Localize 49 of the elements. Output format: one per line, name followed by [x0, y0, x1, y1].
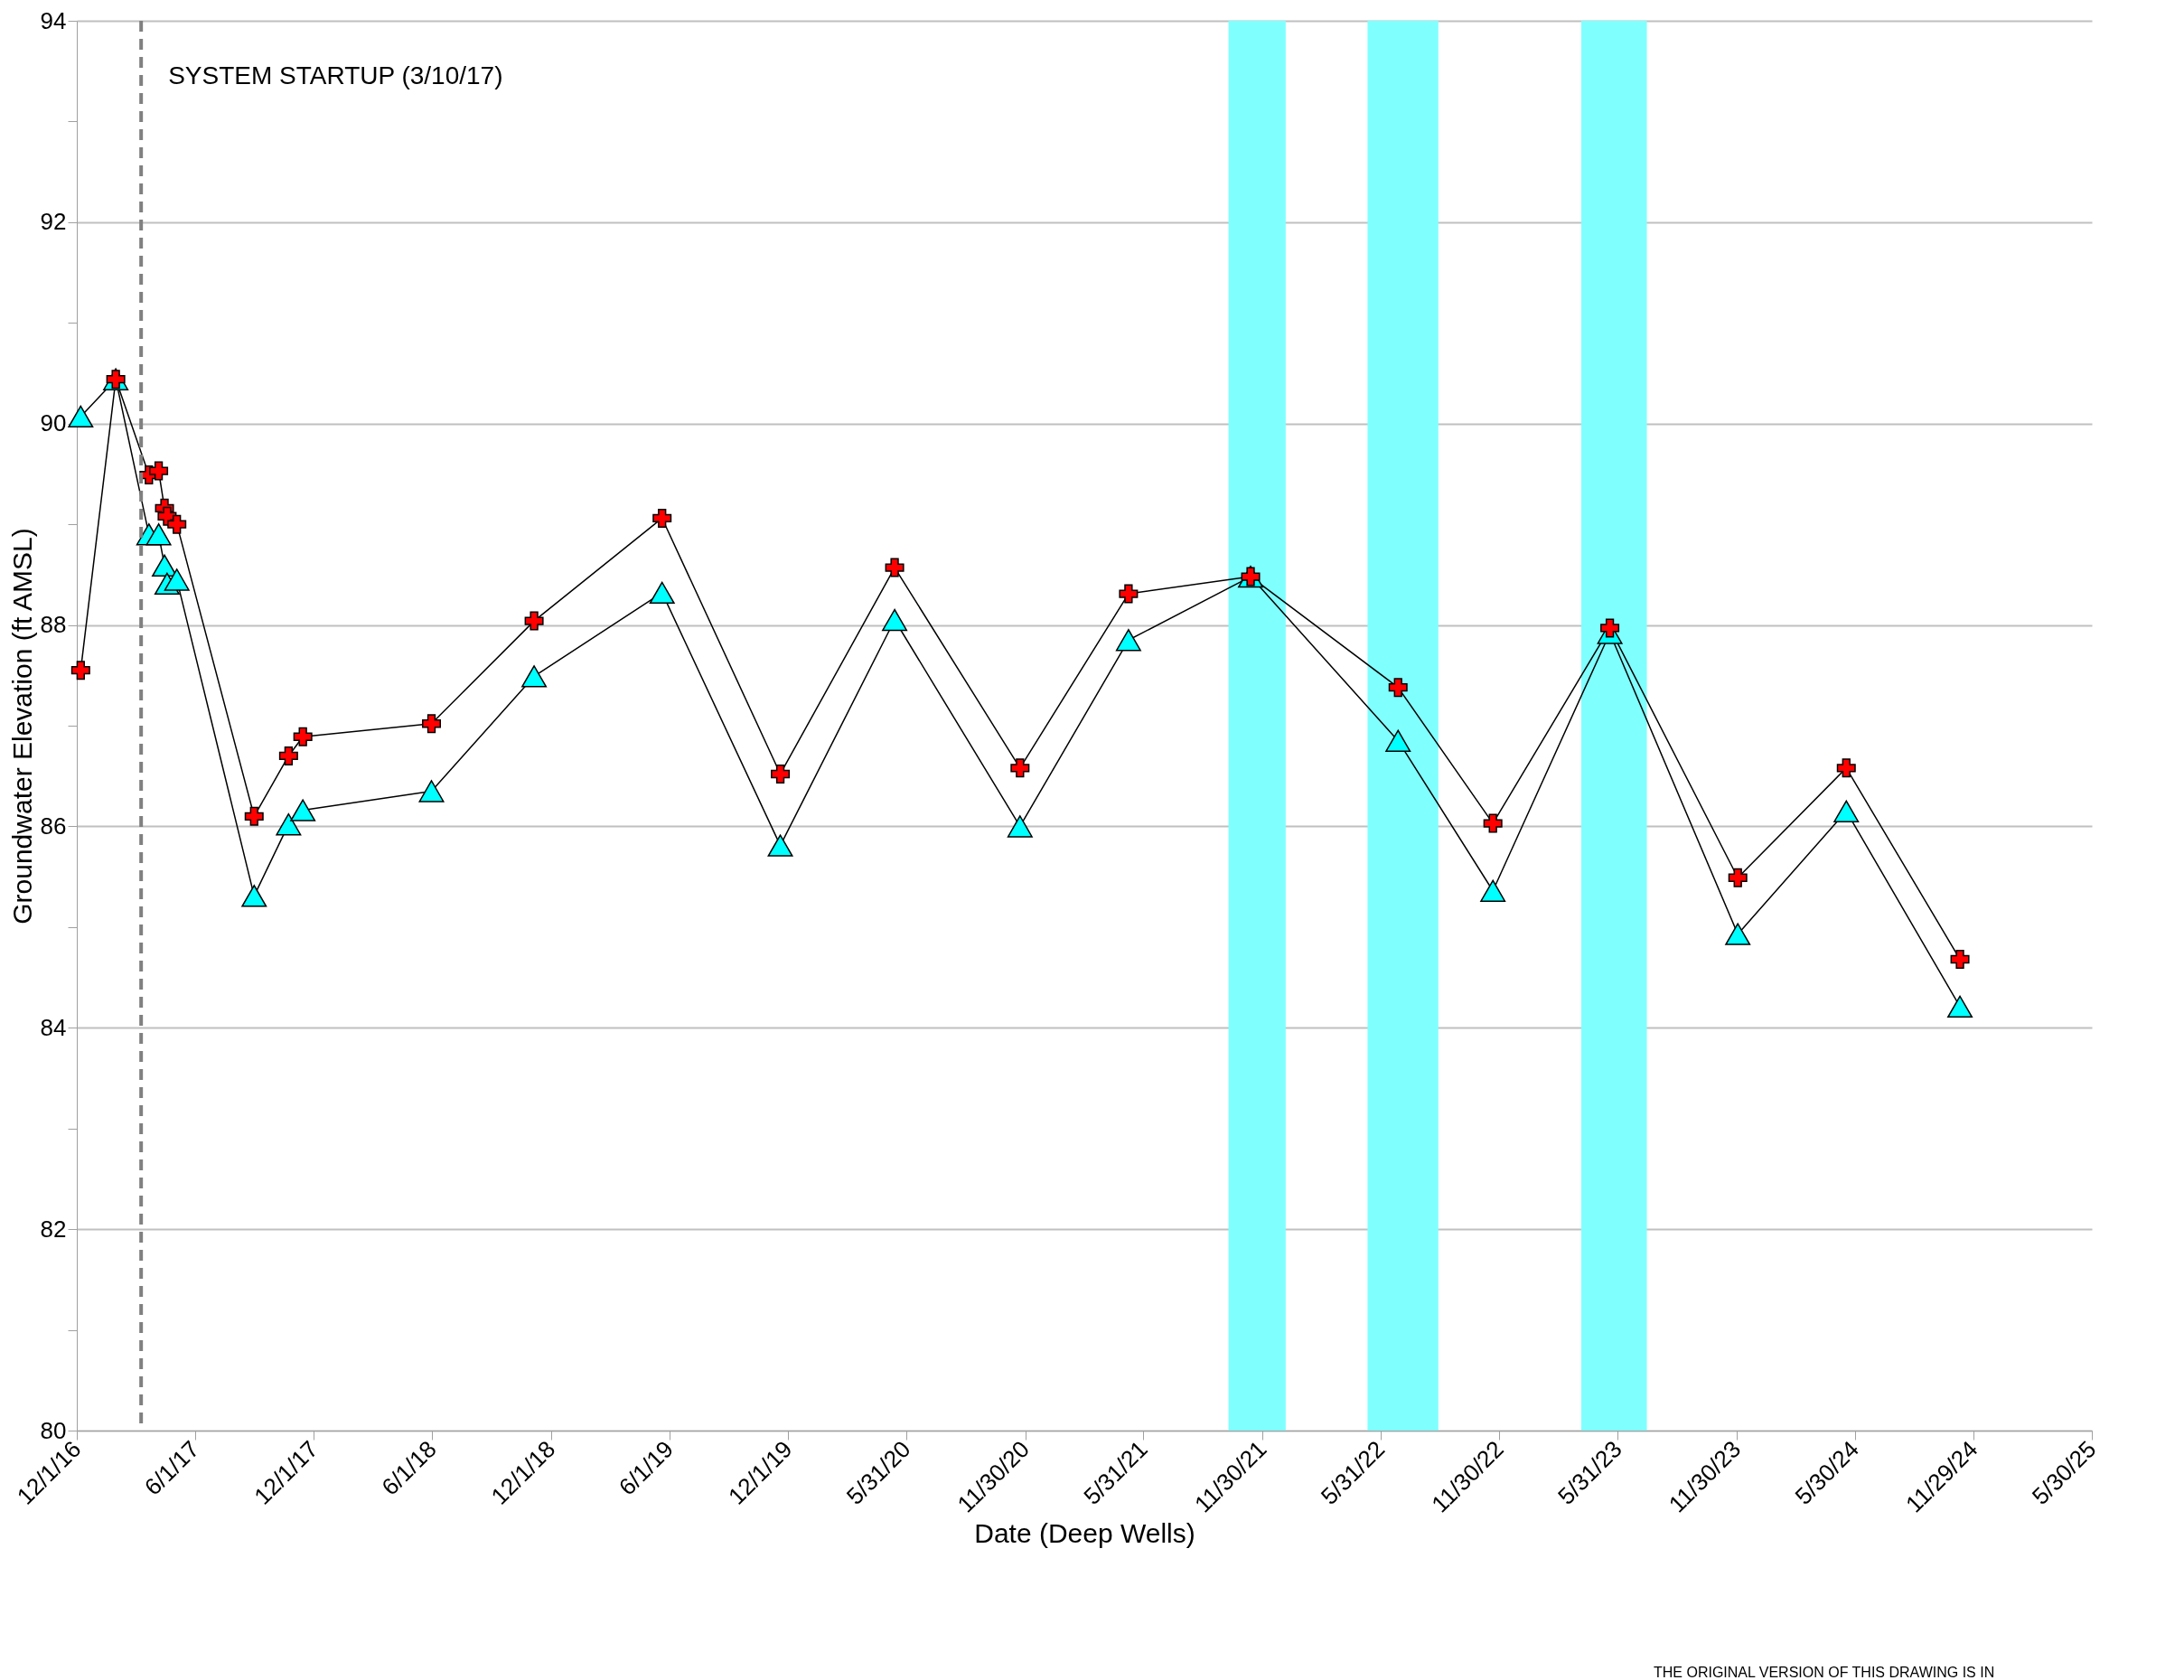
- point: [882, 608, 908, 632]
- point: [1728, 868, 1748, 887]
- point: [652, 508, 672, 528]
- point: [1483, 813, 1503, 833]
- y-tick-label: 92: [40, 208, 67, 236]
- point: [1950, 950, 1970, 970]
- y-tick-label: 88: [40, 611, 67, 639]
- point: [167, 514, 187, 534]
- point: [149, 461, 169, 481]
- y-tick-label: 90: [40, 409, 67, 437]
- y-tick-label: 86: [40, 812, 67, 840]
- point: [1010, 758, 1030, 778]
- point: [290, 799, 316, 821]
- point: [70, 661, 90, 680]
- point: [293, 727, 313, 746]
- point: [1725, 923, 1751, 945]
- point: [145, 523, 172, 546]
- point: [244, 806, 264, 826]
- point: [1119, 584, 1139, 604]
- point: [649, 581, 675, 605]
- point: [241, 885, 267, 907]
- point: [278, 746, 298, 765]
- point: [1833, 800, 1860, 822]
- text: THE ORIGINAL VERSION OF THIS DRAWING IS IN: [1654, 1665, 1995, 1680]
- point: [418, 780, 445, 802]
- x-axis-title: Date (Deep Wells): [974, 1517, 1195, 1548]
- point: [1115, 629, 1141, 652]
- point: [767, 834, 793, 857]
- point: [276, 812, 302, 836]
- point: [1385, 729, 1411, 752]
- point: [1007, 815, 1033, 838]
- ref-line-label: SYSTEM STARTUP (3/10/17): [168, 61, 503, 89]
- y-tick-label: 80: [40, 1416, 67, 1444]
- y-tick-label: 94: [40, 6, 67, 34]
- point: [1600, 618, 1620, 638]
- point: [1836, 758, 1856, 778]
- point: [164, 568, 190, 591]
- y-axis-title: Groundwater Elevation (ft AMSL): [6, 528, 37, 924]
- point: [885, 558, 905, 577]
- point: [1947, 995, 1973, 1018]
- point: [68, 405, 94, 428]
- point: [524, 611, 544, 631]
- y-tick-label: 84: [40, 1013, 67, 1041]
- point: [1480, 879, 1506, 902]
- point: [521, 665, 548, 688]
- y-tick-label: 82: [40, 1215, 67, 1243]
- point: [1388, 678, 1408, 698]
- point: [771, 764, 791, 784]
- point: [422, 714, 442, 734]
